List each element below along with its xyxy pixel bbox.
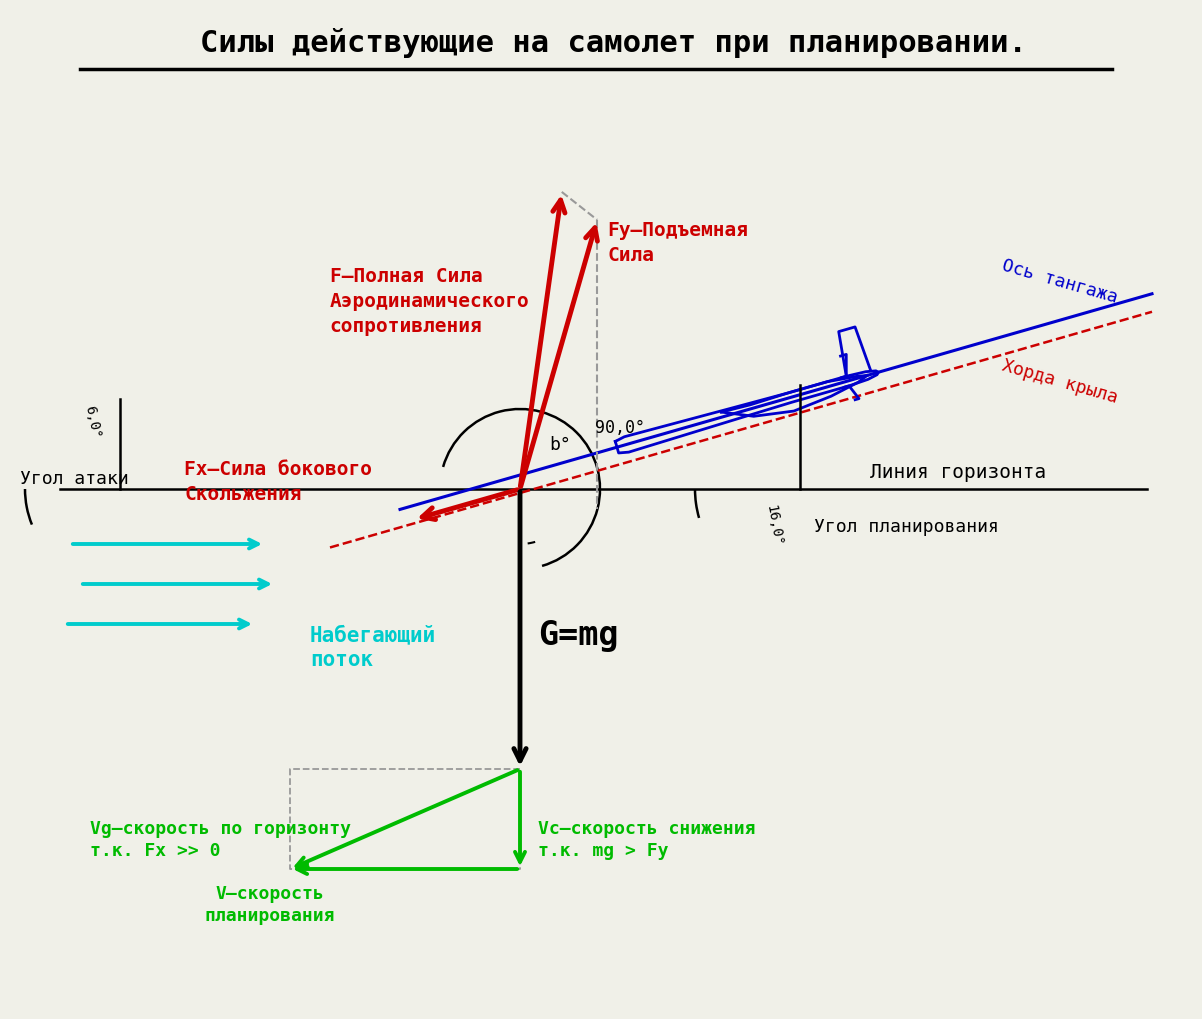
Text: Линия горизонта: Линия горизонта <box>870 463 1046 482</box>
Text: Fy–Подъемная
Сила: Fy–Подъемная Сила <box>607 221 748 265</box>
Text: F–Полная Сила
Аэродинамического
сопротивления: F–Полная Сила Аэродинамического сопротив… <box>329 267 529 336</box>
Text: Fx–Сила бокового
Скольжения: Fx–Сила бокового Скольжения <box>184 460 373 503</box>
Text: Vc–скорость снижения
т.к. mg > Fy: Vc–скорость снижения т.к. mg > Fy <box>538 819 756 859</box>
Text: 6,0°: 6,0° <box>82 404 102 439</box>
Text: Набегающий
поток: Набегающий поток <box>310 625 436 669</box>
Text: Силы действующие на самолет при планировании.: Силы действующие на самолет при планиров… <box>200 28 1027 58</box>
Text: 16,0°: 16,0° <box>763 503 785 547</box>
Text: Хорда крыла: Хорда крыла <box>1000 357 1120 407</box>
Text: Угол атаки: Угол атаки <box>20 470 129 487</box>
Text: 90,0°: 90,0° <box>595 419 645 436</box>
Text: V–скорость
планирования: V–скорость планирования <box>204 884 335 924</box>
Text: G=mg: G=mg <box>538 619 619 651</box>
Text: Угол планирования: Угол планирования <box>814 518 999 535</box>
Text: Ось тангажа: Ось тангажа <box>1000 257 1120 307</box>
Text: b°: b° <box>549 435 571 453</box>
Text: Vg–скорость по горизонту
т.к. Fx >> 0: Vg–скорость по горизонту т.к. Fx >> 0 <box>90 819 351 859</box>
